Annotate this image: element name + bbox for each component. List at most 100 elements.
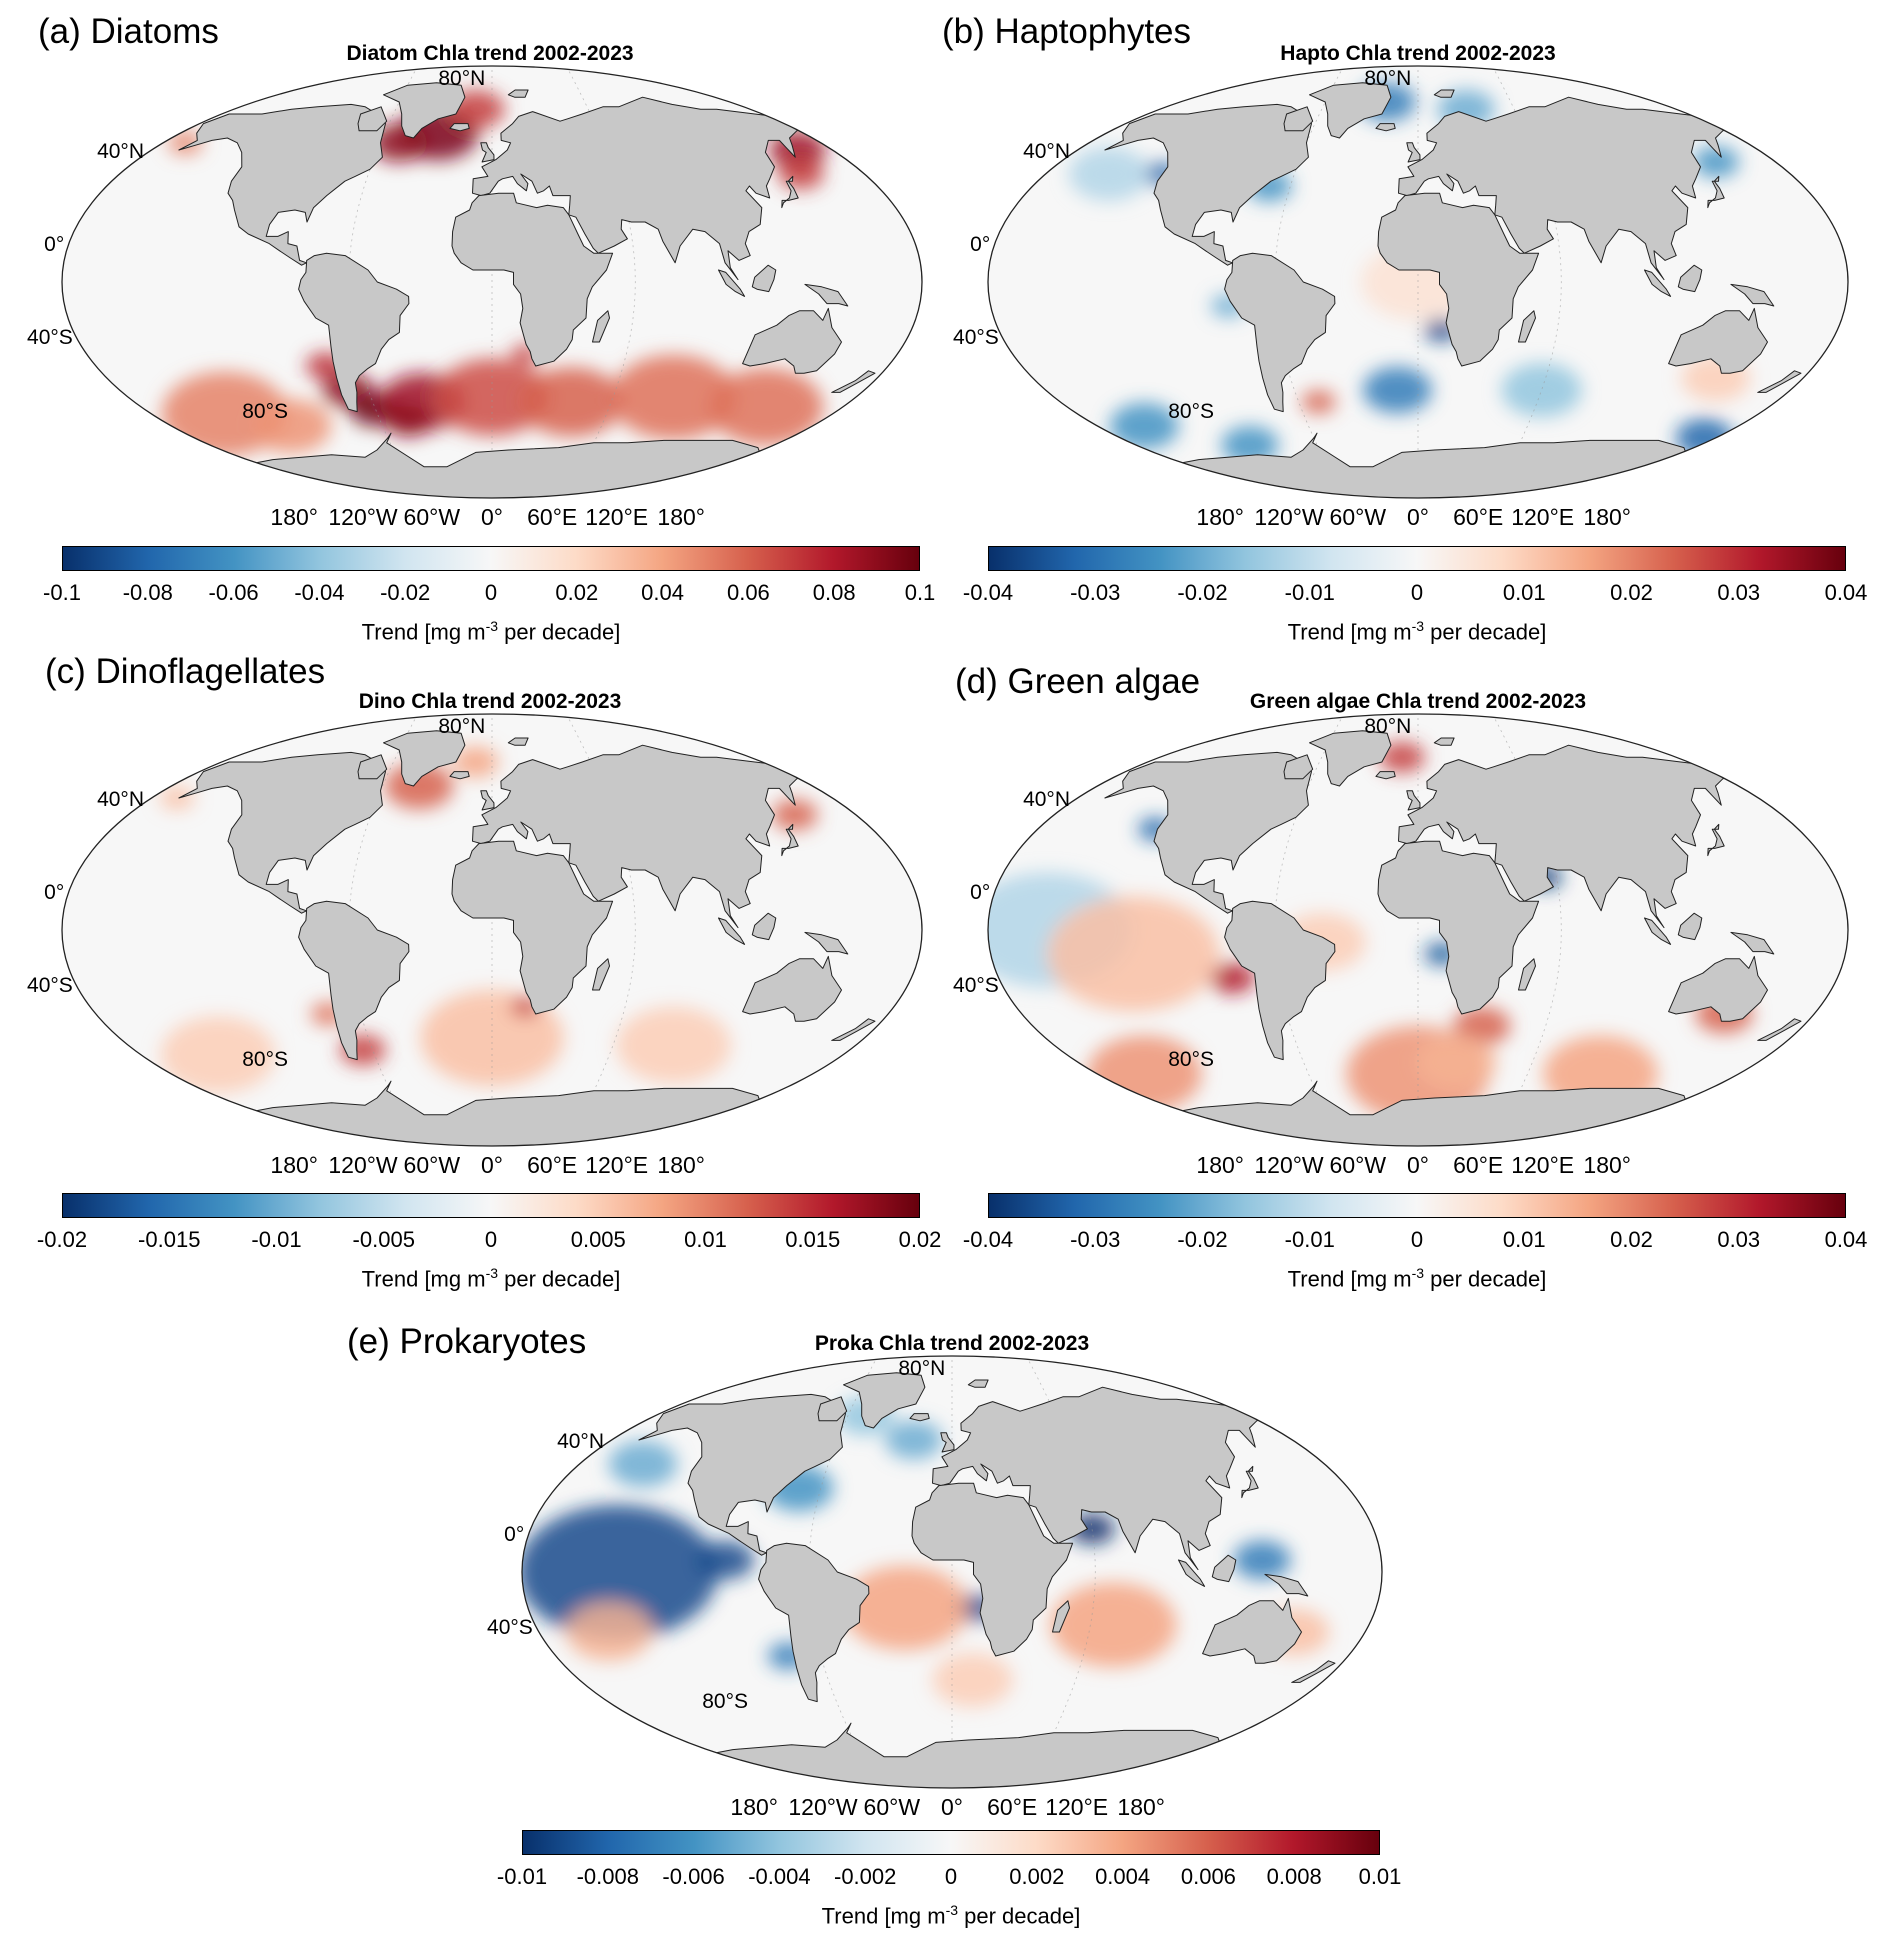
colorbar-label-exponent: -3 <box>945 1902 959 1918</box>
colorbar-tick-label: 0.02 <box>1610 1227 1653 1252</box>
land-baffin <box>357 106 388 132</box>
land-borneo <box>751 912 777 941</box>
colorbar-tick-label: -0.005 <box>352 1227 415 1252</box>
latitude-label: 80°S <box>1168 1047 1214 1071</box>
colorbar-label: Trend [mg m-3 per decade] <box>362 1265 621 1292</box>
land-new-zealand <box>1757 370 1802 393</box>
land-new-guinea <box>804 283 849 307</box>
trend-anomaly <box>885 1420 943 1460</box>
trend-anomaly <box>841 1565 969 1651</box>
colorbar-tick-label: 0.04 <box>1824 1227 1868 1252</box>
map-border <box>987 713 1849 1147</box>
colorbar-tick-label: -0.004 <box>748 1864 811 1889</box>
colorbar-label-suffix: per decade] <box>958 1903 1081 1929</box>
panel-label: (c) Dinoflagellates <box>45 652 326 691</box>
land-new-zealand <box>831 1018 876 1041</box>
land-eurasia <box>472 96 809 281</box>
land-australia <box>742 307 842 374</box>
latitude-label: 40°S <box>953 974 999 998</box>
latitude-label: 40°S <box>27 974 73 998</box>
colorbar-tick-label: 0 <box>1410 580 1424 605</box>
colorbar-tick-label: -0.01 <box>1284 1227 1335 1252</box>
colorbar-label: Trend [mg m-3 per decade] <box>362 618 621 645</box>
land-britain <box>1406 142 1421 163</box>
colorbar-tick-label: 0.04 <box>1824 580 1868 605</box>
longitude-label: 60°E <box>987 1794 1038 1820</box>
colorbar-tick-label: -0.04 <box>294 580 345 605</box>
colorbar-label: Trend [mg m-3 per decade] <box>1288 618 1547 645</box>
panel-label: (d) Green algae <box>955 662 1201 701</box>
longitude-label: 120°W <box>1254 1152 1324 1178</box>
trend-anomaly <box>159 786 195 810</box>
longitude-label: 180° <box>1583 1152 1631 1178</box>
land-new-guinea <box>1730 931 1775 955</box>
land-japan <box>1241 1465 1259 1499</box>
colorbar-tick-label: 0.1 <box>904 580 936 605</box>
land-africa <box>451 840 614 1015</box>
land-madagascar <box>1518 958 1536 991</box>
landmasses <box>638 1372 1336 1788</box>
map-border <box>61 65 923 499</box>
longitude-label: 120°E <box>1511 1152 1575 1178</box>
colorbar-label-suffix: per decade] <box>498 1266 621 1292</box>
land-australia <box>742 955 842 1022</box>
longitude-label: 120°W <box>1254 504 1324 530</box>
land-svalbard <box>967 1379 989 1388</box>
colorbar-tick-label: 0 <box>484 580 498 605</box>
land-baffin <box>357 754 388 780</box>
longitude-label: 120°E <box>585 504 649 530</box>
colorbar-tick-label: 0.005 <box>570 1227 626 1252</box>
trend-anomaly <box>1693 146 1740 178</box>
land-south-america <box>758 1542 870 1703</box>
land-australia <box>1668 955 1768 1022</box>
longitude-label: 60°W <box>1329 1152 1387 1178</box>
land-madagascar <box>592 310 610 343</box>
latitude-label: 40°S <box>27 326 73 350</box>
land-borneo <box>1677 912 1703 941</box>
panel-label: (a) Diatoms <box>38 12 219 51</box>
longitude-label: 180° <box>270 1152 318 1178</box>
longitude-label: 60°E <box>1453 504 1504 530</box>
land-new-zealand <box>1757 1018 1802 1041</box>
colorbar-tick-label: 0.03 <box>1717 580 1761 605</box>
trend-anomaly <box>1047 896 1220 1012</box>
colorbar-tick-label: -0.06 <box>208 580 259 605</box>
land-japan <box>781 175 799 209</box>
trend-anomaly <box>522 1504 718 1640</box>
trend-anomaly <box>1362 366 1432 414</box>
land-greenland <box>1309 82 1392 139</box>
land-eurasia <box>1398 96 1735 281</box>
colorbar <box>988 546 1846 571</box>
longitude-label: 180° <box>1196 1152 1244 1178</box>
land-iceland <box>909 1413 930 1422</box>
land-britain <box>1406 790 1421 811</box>
land-sumatra <box>1178 1559 1206 1587</box>
land-borneo <box>1211 1554 1237 1583</box>
longitude-label: 0° <box>481 504 503 530</box>
latitude-label: 80°N <box>1364 714 1412 738</box>
colorbar-tick-label: 0.06 <box>726 580 770 605</box>
colorbar-tick-label: -0.08 <box>122 580 173 605</box>
map-border <box>987 65 1849 499</box>
colorbar-label-exponent: -3 <box>1411 1265 1425 1281</box>
land-madagascar <box>1052 1600 1070 1633</box>
longitude-label: 180° <box>730 1794 778 1820</box>
landmasses <box>1104 82 1802 498</box>
colorbar-label-suffix: per decade] <box>1424 1266 1547 1292</box>
land-greenland <box>843 1372 926 1429</box>
trend-anomaly <box>1379 741 1425 773</box>
trend-anomaly <box>251 399 332 453</box>
longitude-label: 60°W <box>1329 504 1387 530</box>
colorbar-tick-label: -0.04 <box>962 1227 1014 1252</box>
colorbar-tick-label: 0.02 <box>898 1227 942 1252</box>
longitude-label: 180° <box>657 504 705 530</box>
trend-anomaly <box>696 1540 755 1580</box>
colorbar-tick-label: -0.02 <box>1177 580 1228 605</box>
land-greenland <box>383 730 466 787</box>
colorbar-tick-label: 0 <box>484 1227 498 1252</box>
map-title: Hapto Chla trend 2002-2023 <box>1280 42 1556 65</box>
latitude-label: 0° <box>44 881 65 905</box>
longitude-label: 120°W <box>788 1794 858 1820</box>
colorbar-tick-label: -0.04 <box>962 580 1014 605</box>
trend-map <box>987 713 1849 1147</box>
